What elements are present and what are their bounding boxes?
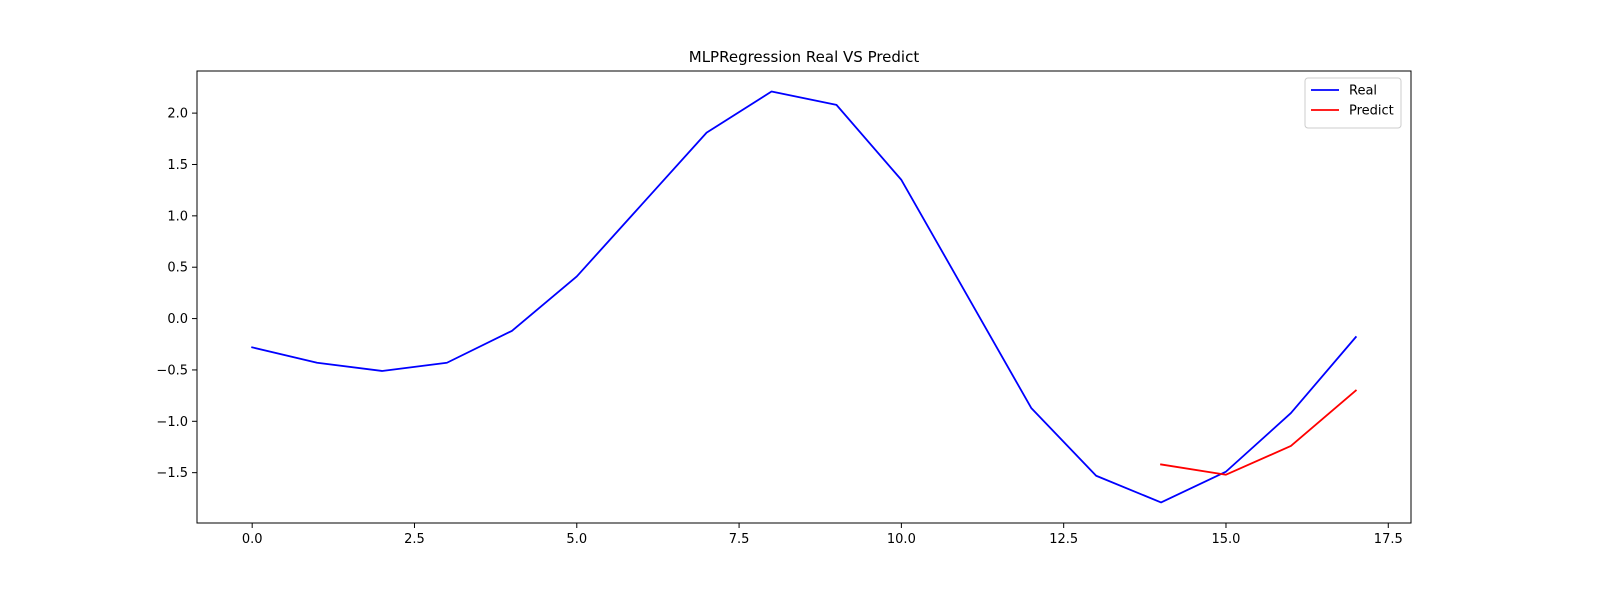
- chart-title: MLPRegression Real VS Predict: [689, 48, 920, 66]
- x-tick-label: 5.0: [566, 532, 587, 547]
- legend: Real Predict: [1304, 77, 1402, 129]
- y-tick-label: 1.5: [167, 158, 188, 173]
- y-tick-label: −1.5: [156, 466, 188, 481]
- series-line-predict: [1160, 389, 1358, 476]
- x-axis: 0.0 2.5 5.0 7.5 10.0 12.5 15.0 17.5: [242, 523, 1403, 547]
- y-tick-label: −1.0: [156, 415, 188, 430]
- plot-frame: [196, 70, 1412, 524]
- x-tick-label: 2.5: [404, 532, 425, 547]
- y-tick-label: 0.0: [167, 312, 188, 327]
- x-tick-label: 12.5: [1049, 532, 1078, 547]
- x-tick-label: 0.0: [242, 532, 263, 547]
- x-tick-label: 10.0: [887, 532, 916, 547]
- y-tick-label: 1.0: [167, 209, 188, 224]
- x-tick-label: 17.5: [1374, 532, 1403, 547]
- x-tick-label: 7.5: [729, 532, 750, 547]
- y-tick-label: −0.5: [156, 363, 188, 378]
- y-tick-label: 2.0: [167, 107, 188, 122]
- y-axis: −1.5 −1.0 −0.5 0.0 0.5 1.0 1.5 2.0: [156, 107, 197, 481]
- series-line-real: [251, 90, 1358, 504]
- legend-label-predict: Predict: [1349, 104, 1394, 119]
- legend-label-real: Real: [1349, 84, 1377, 99]
- y-tick-label: 0.5: [167, 261, 188, 276]
- x-tick-label: 15.0: [1212, 532, 1241, 547]
- series-layer: [251, 90, 1358, 504]
